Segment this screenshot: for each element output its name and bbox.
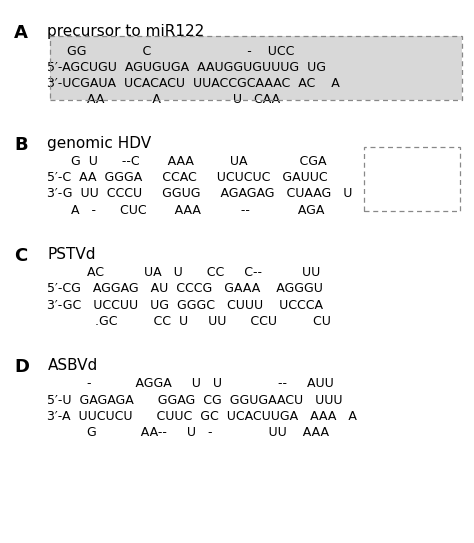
Text: C: C [14,247,27,265]
Text: A   -      CUC       AAA          --            AGA: A - CUC AAA -- AGA [47,204,325,217]
Text: G  U      --C       AAA         UA             CGA: G U --C AAA UA CGA [47,155,327,168]
Text: 5′-CG   AGGAG   AU  CCCG   GAAA    AGGGU: 5′-CG AGGAG AU CCCG GAAA AGGGU [47,282,323,295]
Text: G           AA--     U   -              UU    AAA: G AA-- U - UU AAA [47,426,329,439]
Text: genomic HDV: genomic HDV [47,136,152,151]
Text: D: D [14,358,29,376]
Text: .GC         CC  U     UU      CCU         CU: .GC CC U UU CCU CU [47,315,331,328]
Text: B: B [14,136,28,154]
Text: AC          UA   U      CC     C--          UU: AC UA U CC C-- UU [47,266,320,279]
Text: A: A [14,24,28,42]
Text: precursor to miR122: precursor to miR122 [47,24,205,40]
Text: 5′-C  AA  GGGA     CCAC     UCUCUC   GAUUC: 5′-C AA GGGA CCAC UCUCUC GAUUC [47,171,328,184]
Text: PSTVd: PSTVd [47,247,96,262]
Text: GG              C                        -    UCC: GG C - UCC [47,45,295,58]
Text: 3′-G  UU  CCCU     GGUG     AGAGAG   CUAAG   U: 3′-G UU CCCU GGUG AGAGAG CUAAG U [47,187,353,200]
Text: 3′-GC   UCCUU   UG  GGGC   CUUU    UCCCA: 3′-GC UCCUU UG GGGC CUUU UCCCA [47,299,323,312]
Bar [50,36,462,100]
Bar [364,147,460,211]
Text: 3′-A  UUCUCU      CUUC  GC  UCACUUGA   AAA   A: 3′-A UUCUCU CUUC GC UCACUUGA AAA A [47,410,357,423]
Text: 5′-U  GAGAGA      GGAG  CG  GGUGAACU   UUU: 5′-U GAGAGA GGAG CG GGUGAACU UUU [47,394,343,407]
Bar [50,36,462,100]
Text: 5′-AGCUGU  AGUGUGA  AAUGGUGUUUG  UG: 5′-AGCUGU AGUGUGA AAUGGUGUUUG UG [47,61,327,74]
Text: AA            A                  U   CAA: AA A U CAA [47,93,281,106]
Text: 3′-UCGAUA  UCACACU  UUACCGCAAAC  AC    A: 3′-UCGAUA UCACACU UUACCGCAAAC AC A [47,77,340,90]
Text: -           AGGA     U   U              --     AUU: - AGGA U U -- AUU [47,377,334,390]
Text: ASBVd: ASBVd [47,358,98,374]
